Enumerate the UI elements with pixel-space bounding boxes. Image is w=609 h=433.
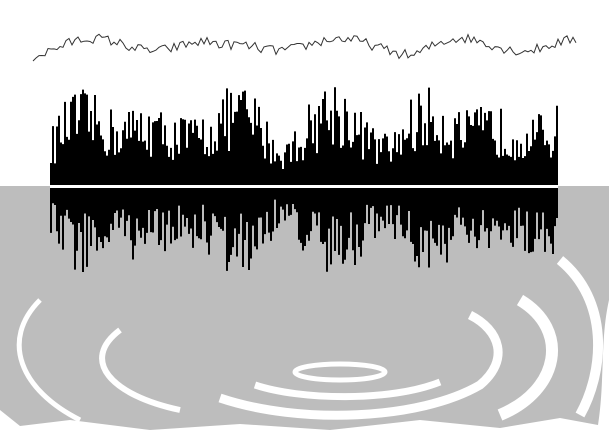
waveform-illustration — [0, 0, 609, 433]
center-line — [50, 185, 558, 188]
page: (() => { let s = 12345; const rnd = () =… — [0, 0, 609, 433]
